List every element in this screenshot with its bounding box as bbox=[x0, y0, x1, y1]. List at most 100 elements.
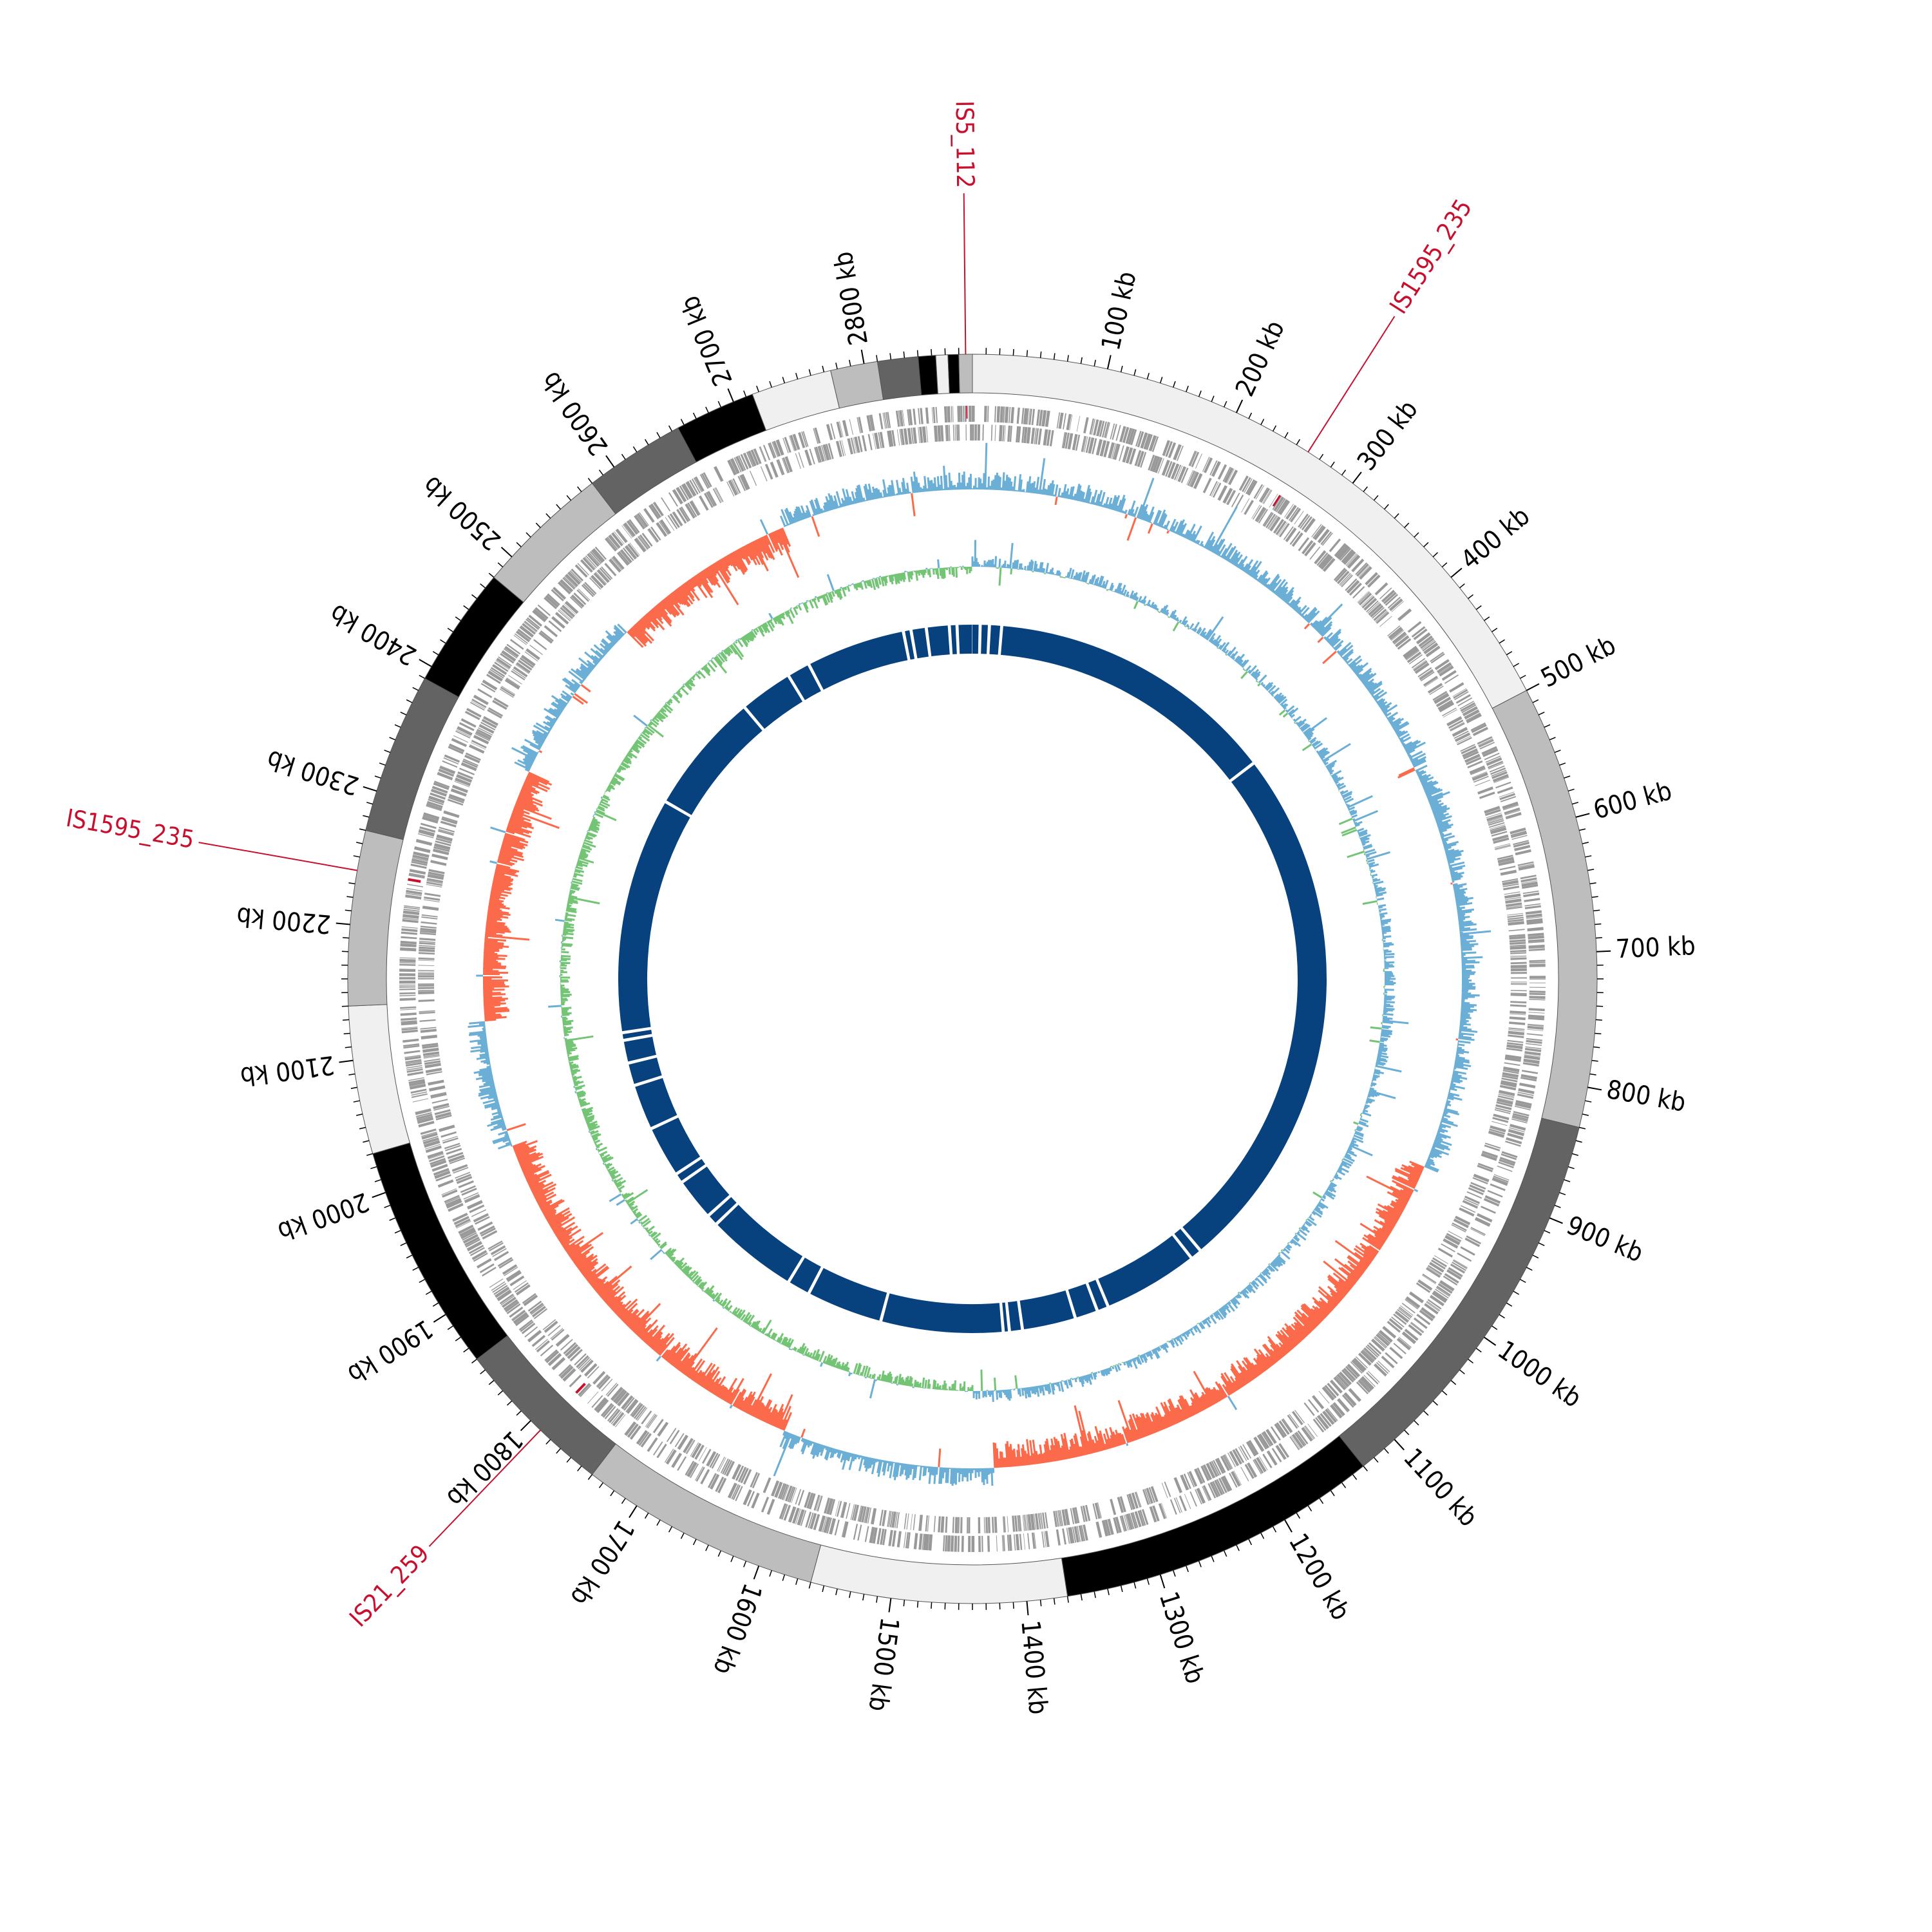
homology-block bbox=[905, 630, 915, 660]
is-marker bbox=[408, 878, 421, 883]
homology-block bbox=[810, 1268, 887, 1321]
major-tick bbox=[1575, 813, 1590, 818]
is-marker bbox=[1272, 495, 1282, 507]
tick-label: 500 kb bbox=[1536, 630, 1620, 694]
homology-block bbox=[958, 625, 972, 654]
is-leader-line bbox=[198, 842, 357, 871]
ideogram-band-18 bbox=[917, 355, 938, 396]
tick-label: 1600 kb bbox=[707, 1580, 767, 1679]
major-tick bbox=[1235, 399, 1244, 413]
major-tick bbox=[1394, 1439, 1405, 1451]
homology-block bbox=[951, 625, 957, 654]
tick-label: 800 kb bbox=[1604, 1075, 1688, 1118]
ideogram-band-12 bbox=[493, 482, 616, 603]
major-tick bbox=[372, 1191, 386, 1198]
tick-label: 1200 kb bbox=[1283, 1529, 1356, 1625]
gene-strand-reverse bbox=[417, 424, 1528, 1534]
gc-content-track bbox=[468, 442, 1492, 1486]
major-tick bbox=[888, 1598, 892, 1613]
homology-block bbox=[1068, 1283, 1096, 1318]
ideogram-band-8 bbox=[348, 1004, 411, 1155]
major-tick bbox=[860, 349, 865, 364]
gc-skew-positive bbox=[548, 540, 1409, 1402]
tick-label: 2800 kb bbox=[828, 249, 874, 347]
ideogram-band-21 bbox=[958, 354, 973, 393]
gene-track bbox=[399, 405, 1546, 1553]
homology-block bbox=[790, 1257, 821, 1293]
tick-label: 1500 kb bbox=[863, 1616, 905, 1713]
is-label: IS1595_235 bbox=[64, 804, 196, 854]
tick-label: 1300 kb bbox=[1153, 1588, 1210, 1687]
gc-skew-negative bbox=[560, 566, 1385, 1392]
homology-ring bbox=[618, 625, 1327, 1333]
homology-block bbox=[972, 625, 979, 654]
is-marker bbox=[575, 1383, 586, 1394]
ideogram-band-17 bbox=[876, 356, 922, 401]
tick-label: 2100 kb bbox=[238, 1050, 336, 1092]
is-label: IS21_259 bbox=[344, 1539, 435, 1632]
tick-label: 1800 kb bbox=[440, 1425, 528, 1512]
homology-block bbox=[710, 1197, 737, 1223]
homology-block bbox=[623, 1036, 656, 1062]
major-tick bbox=[1026, 1601, 1029, 1616]
homology-block bbox=[1019, 1290, 1074, 1330]
homology-block bbox=[666, 708, 762, 815]
homology-block bbox=[989, 625, 1001, 655]
tick-label: 2400 kb bbox=[325, 598, 421, 670]
major-tick bbox=[339, 1059, 354, 1063]
tick-label: 2000 kb bbox=[274, 1186, 373, 1246]
homology-block bbox=[927, 625, 950, 656]
homology-block bbox=[1001, 626, 1253, 780]
tick-label: 1700 kb bbox=[564, 1515, 640, 1610]
major-tick bbox=[753, 1566, 760, 1580]
tick-label: 600 kb bbox=[1590, 776, 1674, 825]
major-tick bbox=[1526, 683, 1540, 691]
major-tick bbox=[520, 1420, 531, 1432]
major-tick bbox=[1352, 471, 1362, 484]
major-tick bbox=[1549, 1217, 1563, 1224]
homology-block bbox=[629, 1057, 662, 1084]
tick-label: 2600 kb bbox=[536, 366, 614, 461]
major-tick bbox=[500, 547, 513, 558]
tick-label: 1000 kb bbox=[1492, 1335, 1587, 1414]
major-tick bbox=[1596, 950, 1611, 952]
major-tick bbox=[1450, 567, 1463, 578]
is-label: IS1595_235 bbox=[1384, 194, 1477, 319]
homology-block bbox=[1174, 1229, 1199, 1257]
tick-label: 2700 kb bbox=[675, 292, 739, 390]
major-tick bbox=[336, 922, 350, 925]
ideogram-ring bbox=[347, 354, 1598, 1604]
homology-block bbox=[618, 803, 690, 1032]
is-label: IS5_112 bbox=[951, 100, 980, 188]
ideogram-band-16 bbox=[830, 361, 884, 409]
major-tick bbox=[1587, 1086, 1602, 1091]
homology-block bbox=[635, 1078, 677, 1128]
tick-label: 1100 kb bbox=[1397, 1443, 1483, 1532]
homology-block bbox=[912, 628, 929, 659]
is-leader-line bbox=[428, 1430, 541, 1547]
tick-label: 100 kb bbox=[1096, 269, 1142, 353]
homology-block bbox=[882, 1293, 1002, 1333]
major-tick bbox=[605, 455, 615, 468]
homology-block bbox=[1098, 1235, 1190, 1306]
ideogram-band-19 bbox=[935, 354, 950, 395]
major-tick bbox=[727, 388, 734, 402]
homology-block bbox=[1008, 1301, 1021, 1331]
homology-block bbox=[981, 625, 988, 654]
homology-block bbox=[622, 1030, 652, 1039]
homology-block bbox=[1182, 764, 1327, 1249]
tick-label: 1400 kb bbox=[1015, 1619, 1053, 1716]
major-tick bbox=[1106, 355, 1112, 370]
ideogram-band-15 bbox=[752, 370, 840, 431]
major-tick bbox=[1284, 1519, 1293, 1533]
homology-block bbox=[717, 1204, 803, 1281]
gc-content-positive bbox=[468, 442, 1492, 1486]
is-leader-line bbox=[1307, 316, 1396, 453]
tick-label: 900 kb bbox=[1562, 1211, 1647, 1269]
tick-label: 200 kb bbox=[1230, 316, 1291, 401]
gene-strand-forward bbox=[399, 405, 1546, 1553]
is-leader-line bbox=[963, 193, 967, 355]
ideogram-band-2 bbox=[1338, 1117, 1580, 1467]
